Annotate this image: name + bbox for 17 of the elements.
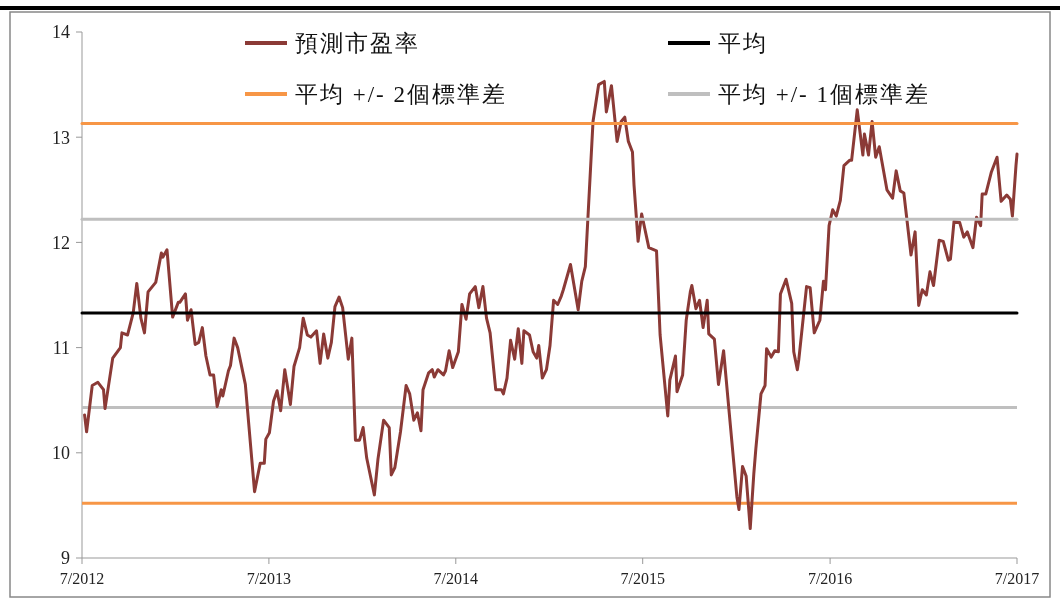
y-tick-label: 13 [52, 127, 70, 148]
x-tick-label: 7/2015 [620, 570, 665, 587]
x-tick-label: 7/2017 [994, 570, 1040, 587]
y-tick-label: 9 [61, 548, 70, 569]
x-tick-label: 7/2013 [246, 570, 292, 587]
legend-label: 預測市盈率 [295, 31, 420, 57]
x-tick-label: 7/2012 [59, 570, 105, 587]
y-tick-label: 14 [52, 22, 70, 43]
legend-label: 平均 +/- 2個標準差 [295, 82, 508, 108]
x-tick-label: 7/2014 [433, 570, 479, 587]
y-tick-label: 11 [52, 337, 70, 358]
line-series [83, 79, 1019, 531]
y-tick-label: 12 [52, 232, 70, 253]
y-tick-label: 10 [52, 443, 70, 464]
legend-label: 平均 [718, 31, 768, 57]
x-tick-label: 7/2016 [807, 570, 853, 587]
legend-label: 平均 +/- 1個標準差 [718, 82, 931, 108]
